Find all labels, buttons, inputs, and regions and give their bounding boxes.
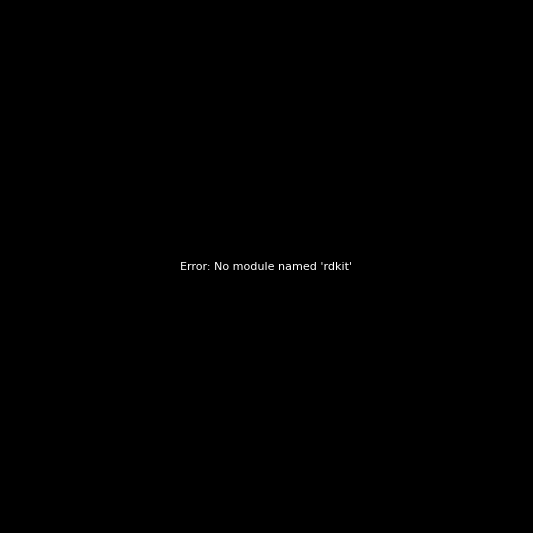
- Text: Error: No module named 'rdkit': Error: No module named 'rdkit': [180, 262, 352, 272]
